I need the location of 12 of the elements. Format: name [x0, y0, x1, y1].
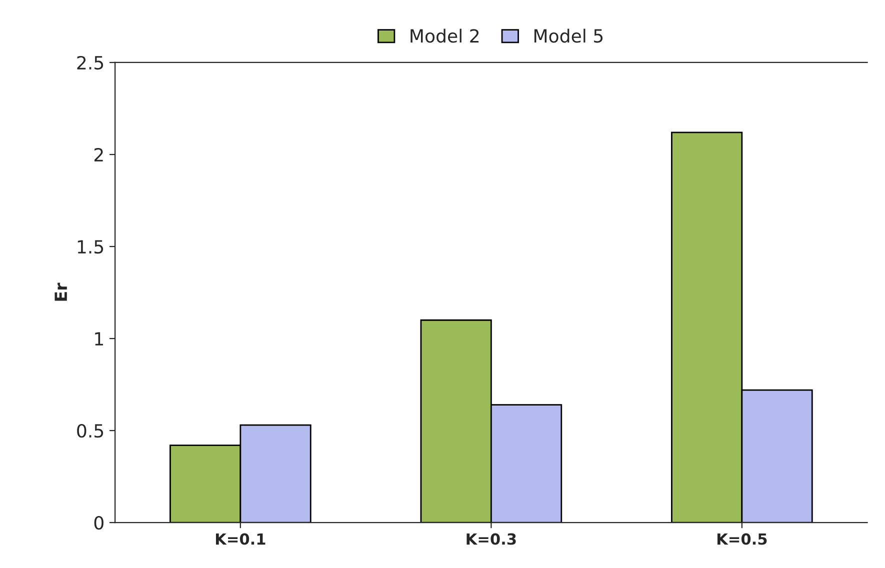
y-tick-label: 2: [94, 148, 103, 162]
x-tick-label: K=0.5: [717, 533, 767, 545]
y-tick-label: 1: [95, 332, 103, 346]
y-tick-label: 0: [94, 516, 104, 530]
legend-label: Model 2: [410, 28, 479, 43]
x-tick-label: K=0.1: [216, 533, 266, 545]
y-tick-label: 1.5: [78, 240, 104, 254]
y-tick-label: 2.5: [77, 56, 104, 70]
y-axis-title: Er: [54, 282, 67, 301]
y-tick-label: 0.5: [77, 424, 104, 438]
x-tick-label: K=0.3: [466, 533, 516, 545]
legend-label: Model 5: [534, 28, 603, 43]
